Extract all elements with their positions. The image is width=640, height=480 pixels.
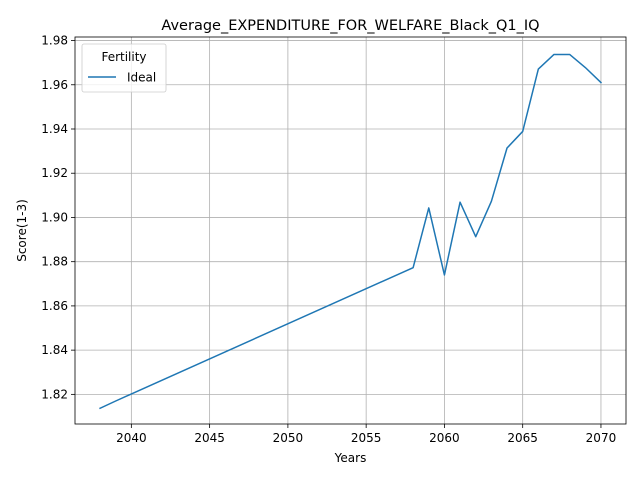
y-tick-label: 1.84 xyxy=(41,343,68,357)
x-tick-label: 2040 xyxy=(116,431,147,445)
chart-title: Average_EXPENDITURE_FOR_WELFARE_Black_Q1… xyxy=(161,18,539,34)
x-tick-label: 2045 xyxy=(194,431,225,445)
y-tick-label: 1.82 xyxy=(41,387,68,401)
y-tick-label: 1.96 xyxy=(41,78,68,92)
x-axis-label: Years xyxy=(334,451,367,465)
y-tick-label: 1.92 xyxy=(41,166,68,180)
y-tick-label: 1.86 xyxy=(41,299,68,313)
legend-label-ideal: Ideal xyxy=(127,71,156,85)
legend-box xyxy=(81,43,167,93)
y-axis: 1.82 1.84 1.86 1.88 1.90 1.92 1.94 1.96 1.98 xyxy=(41,34,75,401)
plot-area-frame xyxy=(74,36,627,425)
x-tick-label: 2070 xyxy=(586,431,617,445)
x-tick-label: 2060 xyxy=(429,431,460,445)
legend: Fertility Ideal xyxy=(81,43,167,93)
y-tick-label: 1.88 xyxy=(41,255,68,269)
y-axis-label: Score(1-3) xyxy=(15,199,29,262)
x-axis: 2040 2045 2050 2055 2060 2065 2070 xyxy=(116,424,616,445)
legend-title: Fertility xyxy=(101,50,146,64)
y-tick-label: 1.90 xyxy=(41,210,68,224)
x-tick-label: 2055 xyxy=(351,431,382,445)
y-tick-label: 1.98 xyxy=(41,34,68,48)
x-tick-label: 2065 xyxy=(507,431,538,445)
series-layer xyxy=(99,53,603,410)
grid-lines xyxy=(75,37,626,424)
x-tick-label: 2050 xyxy=(273,431,304,445)
y-tick-label: 1.94 xyxy=(41,122,68,136)
series-line-ideal xyxy=(99,53,603,410)
